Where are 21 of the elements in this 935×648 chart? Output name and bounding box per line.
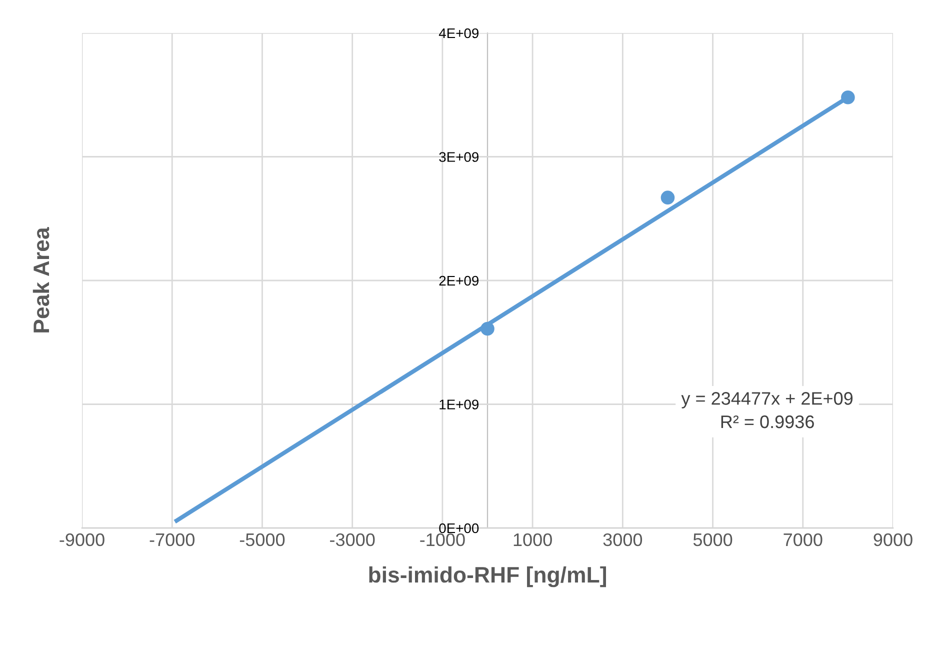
x-tick-label: 7000 [784,533,822,546]
y-tick-label: 0E+00 [439,523,479,534]
y-tick-label: 1E+09 [440,400,479,410]
y-tick-label: 4E+09 [438,28,479,38]
y-tick-label: 2E+09 [439,276,479,286]
y-tick-label: 3E+09 [439,152,479,162]
x-tick-label: -5000 [240,533,285,546]
annotation: y = 234477x + 2E+09 R² = 0.9936 [681,392,853,428]
x-tick-label: -1000 [420,533,465,546]
point [841,90,855,104]
y-axis-title: Peak Area [32,227,50,332]
x-tick-label: -9000 [60,533,104,546]
x-tick-label: 1000 [514,533,552,546]
x-axis-title: bis-imido-RHF [ng/mL] [369,566,606,588]
x-tick-label: -7000 [150,533,194,546]
x-tick-label: 5000 [693,533,732,546]
x-tick-label: -3000 [330,533,375,546]
point [480,322,494,336]
point [660,190,675,204]
x-tick-label: 9000 [874,533,912,546]
x-tick-label: 3000 [603,533,642,546]
